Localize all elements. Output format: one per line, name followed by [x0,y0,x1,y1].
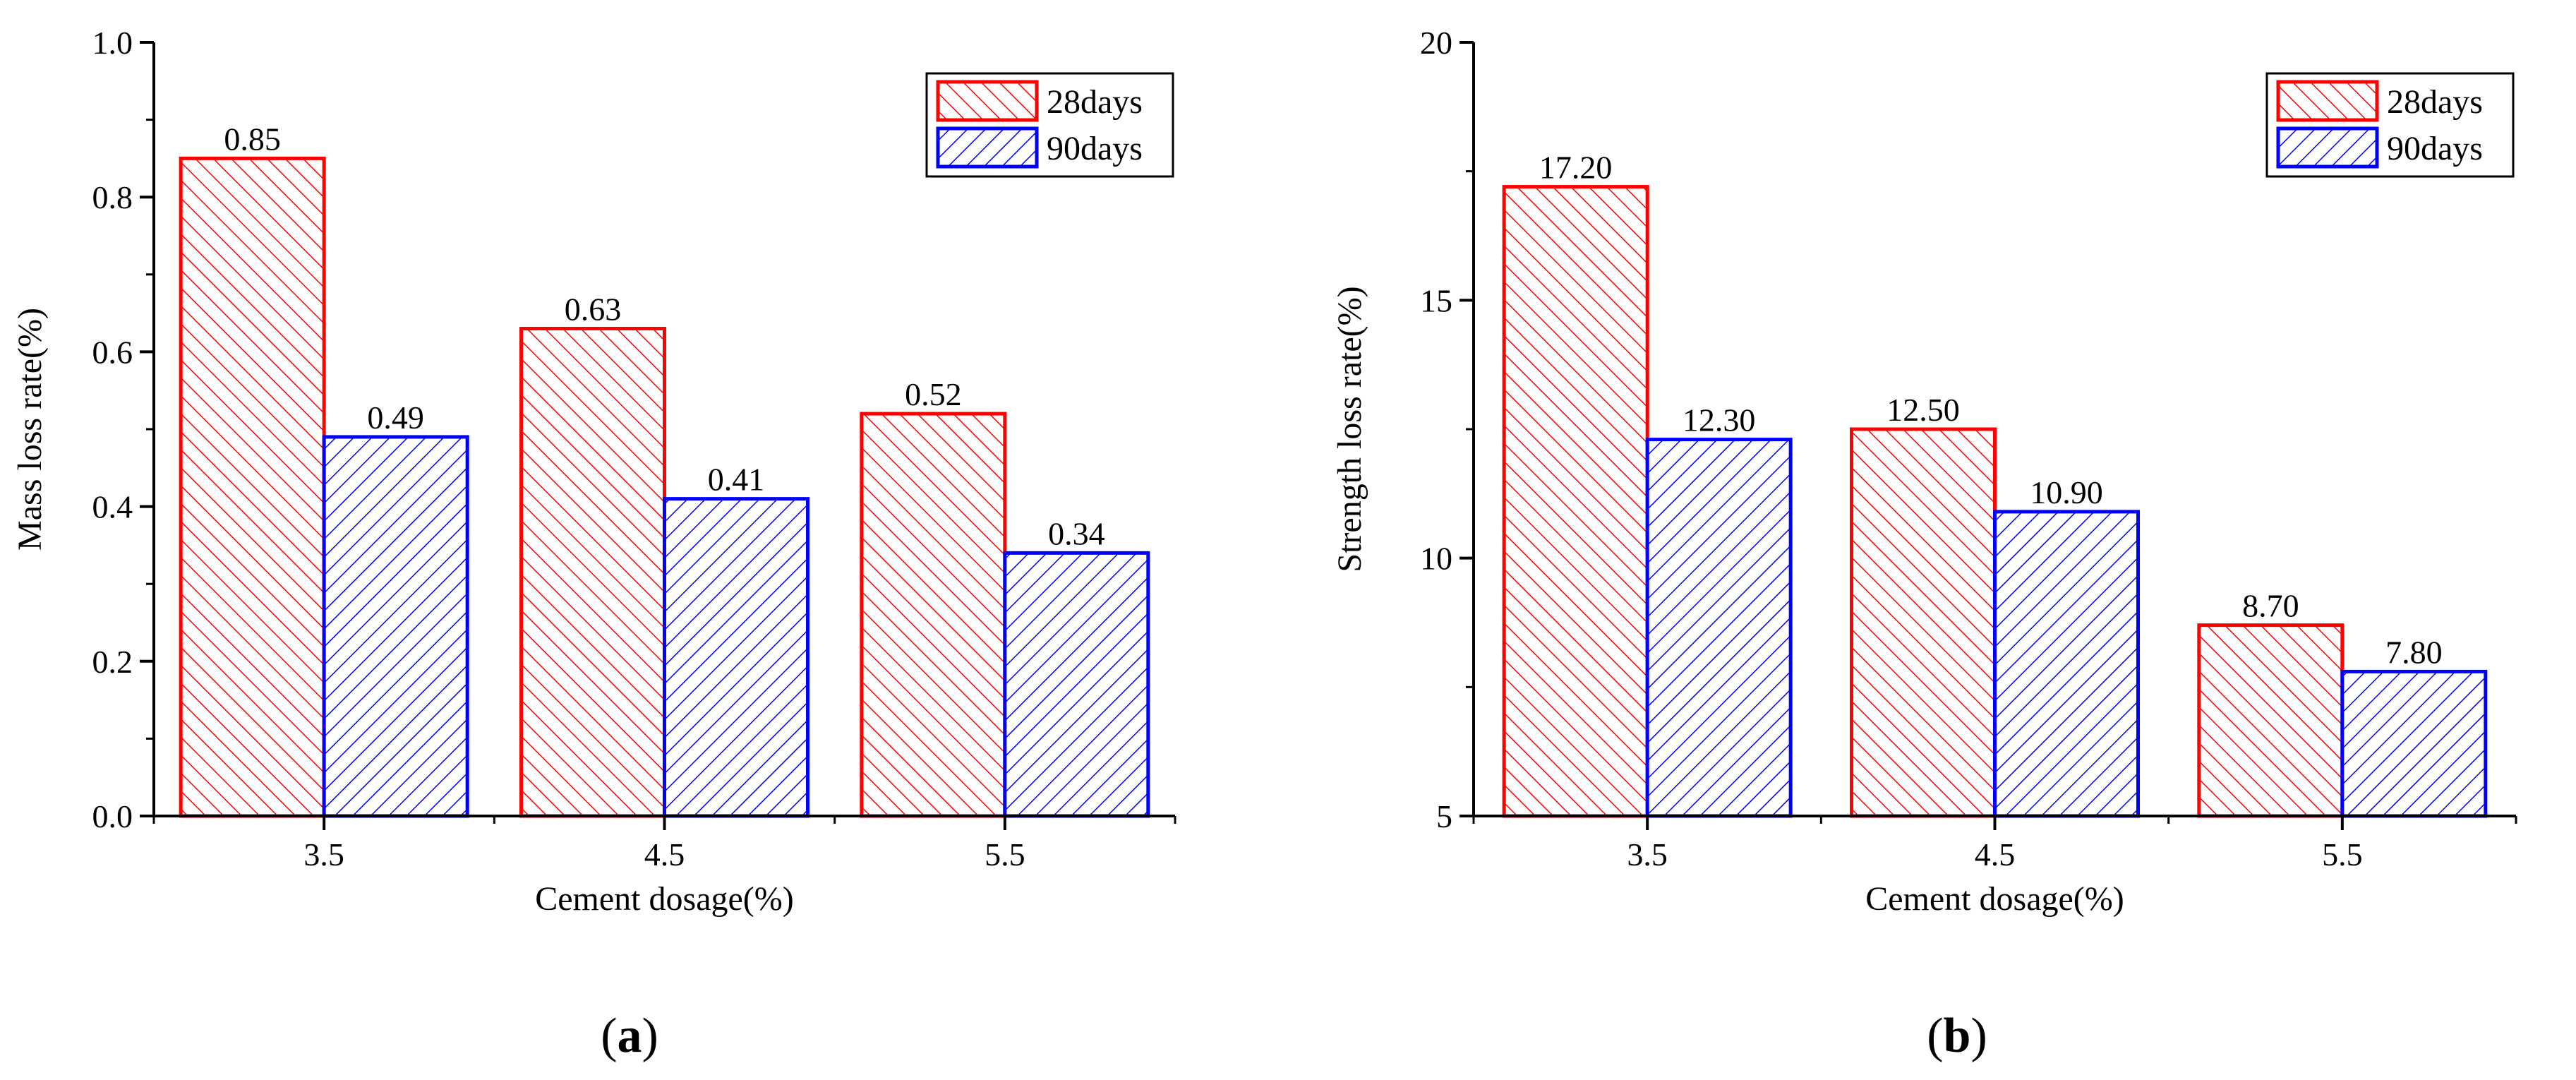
x-tick-label-a-5.5: 5.5 [985,836,1025,872]
data-label-a-28days-5.5: 0.52 [905,376,962,412]
data-label-a-90days-4.5: 0.41 [708,462,765,498]
x-tick-label-a-4.5: 4.5 [644,836,685,872]
bar-b-90days-4.5 [1993,510,2140,818]
y-tick-label-a-5: 1.0 [92,25,133,61]
legend-swatch-a-28days [936,80,1039,122]
bar-a-90days-5.5 [1003,551,1150,818]
x-tick-label-a-3.5: 3.5 [303,836,344,872]
y-tick-label-a-3: 0.6 [92,334,133,370]
data-label-a-28days-3.5: 0.85 [224,121,281,157]
legend-label-b-90days: 90days [2387,130,2483,167]
bar-a-90days-3.5 [322,435,469,818]
panel-label-b: (b) [1927,1009,1987,1063]
data-label-a-90days-5.5: 0.34 [1048,515,1105,551]
x-axis-title-b: Cement dosage(%) [1865,880,2124,918]
data-label-b-28days-4.5: 12.50 [1886,392,1960,428]
bar-b-90days-3.5 [1645,438,1793,818]
bar-a-28days-3.5 [179,156,326,818]
bar-a-28days-4.5 [519,327,666,818]
legend-swatch-a-90days [936,126,1039,169]
y-tick-label-b-3: 20 [1420,25,1452,61]
bar-b-28days-5.5 [2197,623,2345,818]
y-tick-label-a-2: 0.4 [92,489,133,525]
bar-a-28days-5.5 [860,412,1007,818]
chart-b: 17.20 12.50 8.70 12.30 10.90 7.80 5 10 15 20 3.5 4.… [1331,25,2517,918]
y-tick-label-b-1: 10 [1420,541,1452,577]
legend-swatch-b-28days [2276,80,2379,122]
y-tick-label-b-2: 15 [1420,282,1452,318]
x-axis-title-a: Cement dosage(%) [535,880,794,918]
y-tick-label-a-4: 0.8 [92,179,133,215]
data-label-b-28days-5.5: 8.70 [2242,588,2299,624]
x-tick-label-b-3.5: 3.5 [1627,836,1668,872]
legend-label-b-28days: 28days [2387,83,2483,121]
y-axis-title-a: Mass loss rate(%) [11,308,49,551]
data-label-b-90days-4.5: 10.90 [2030,474,2103,510]
bar-a-90days-4.5 [663,497,809,818]
bar-b-28days-3.5 [1502,185,1649,818]
data-label-a-90days-3.5: 0.49 [367,400,424,436]
chart-a: 0.85 0.63 0.52 0.49 0.41 0.34 0.0 0.2 0.4 0.6 0.8 1… [11,25,1176,918]
legend-swatch-b-90days [2276,126,2379,169]
x-tick-label-b-4.5: 4.5 [1975,836,2016,872]
bar-b-90days-5.5 [2340,669,2488,818]
data-label-b-90days-5.5: 7.80 [2385,634,2443,670]
y-axis-title-b: Strength loss rate(%) [1331,286,1368,572]
data-label-a-28days-4.5: 0.63 [565,292,622,328]
x-tick-label-b-5.5: 5.5 [2322,836,2363,872]
y-tick-label-b-0: 5 [1436,798,1452,834]
y-tick-label-a-1: 0.2 [92,644,133,680]
legend-label-a-28days: 28days [1047,83,1143,121]
data-label-b-90days-3.5: 12.30 [1683,402,1756,438]
panel-label-a: (a) [601,1009,658,1063]
bar-b-28days-4.5 [1850,427,1997,818]
y-tick-label-a-0: 0.0 [92,798,133,834]
legend-label-a-90days: 90days [1047,130,1143,167]
data-label-b-28days-3.5: 17.20 [1539,150,1613,186]
